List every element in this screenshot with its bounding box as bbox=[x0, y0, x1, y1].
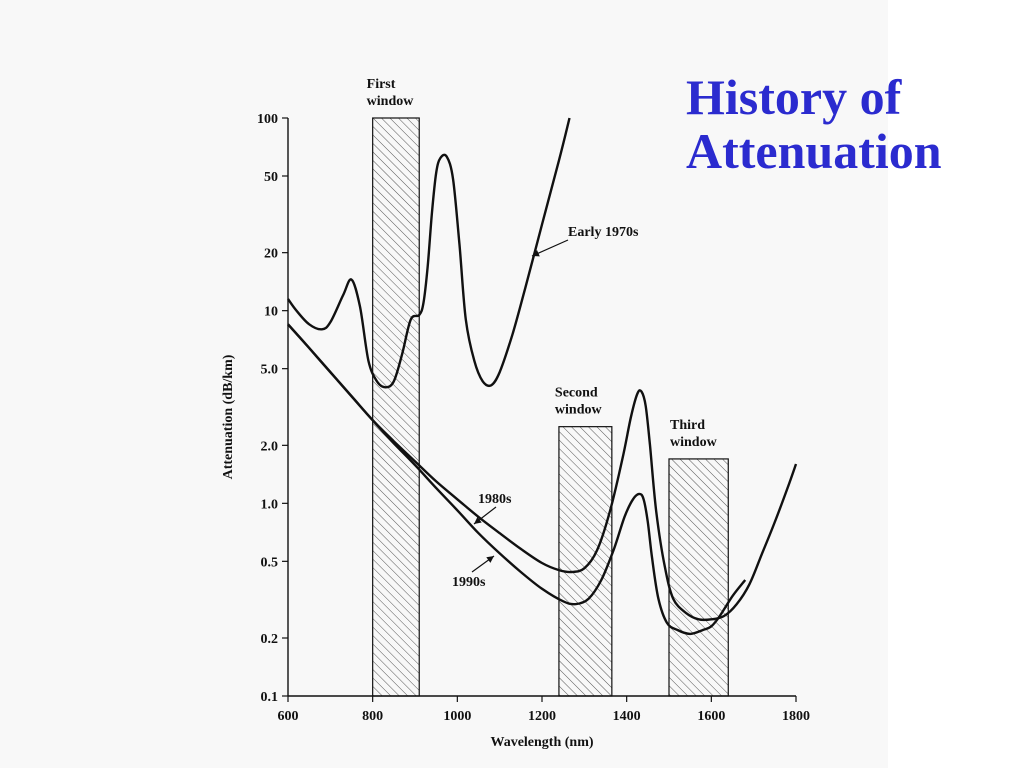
window-label-2-line-2: window bbox=[555, 403, 603, 418]
series-arrowhead-early-1970s bbox=[532, 250, 540, 257]
window-label-1-line-2: window bbox=[367, 94, 415, 109]
slide-title: History of Attenuation bbox=[686, 70, 942, 178]
x-tick-label-600: 600 bbox=[278, 709, 299, 724]
slide-title-line-2: Attenuation bbox=[686, 123, 942, 179]
y-tick-label-2: 2.0 bbox=[261, 439, 279, 454]
y-tick-label-1: 1.0 bbox=[261, 497, 279, 512]
x-tick-label-800: 800 bbox=[362, 709, 383, 724]
window-label-3-line-2: window bbox=[670, 435, 718, 450]
window-label-1-line-1: First bbox=[367, 77, 396, 92]
y-tick-label-0.2: 0.2 bbox=[261, 632, 279, 647]
chart-panel bbox=[0, 0, 888, 768]
y-tick-label-20: 20 bbox=[264, 247, 278, 262]
y-tick-label-10: 10 bbox=[264, 305, 278, 320]
series-line-1990s bbox=[287, 323, 747, 636]
x-tick-label-1600: 1600 bbox=[697, 709, 725, 724]
series-arrowhead-1990s bbox=[486, 556, 494, 563]
y-tick-label-0.1: 0.1 bbox=[261, 690, 279, 705]
y-axis-label: Attenuation (dB/km) bbox=[221, 354, 236, 479]
series-arrowhead-1980s bbox=[474, 517, 482, 524]
window-label-2-line-1: Second bbox=[555, 386, 598, 401]
series-label-early-1970s: Early 1970s bbox=[568, 225, 639, 240]
window-band-2 bbox=[558, 426, 613, 697]
series-line-early-1970s bbox=[287, 117, 571, 389]
x-tick-label-1400: 1400 bbox=[613, 709, 641, 724]
window-band-3 bbox=[668, 458, 729, 697]
x-tick-label-1800: 1800 bbox=[782, 709, 810, 724]
x-tick-label-1200: 1200 bbox=[528, 709, 556, 724]
window-label-3-line-1: Third bbox=[670, 418, 705, 433]
y-tick-label-50: 50 bbox=[264, 170, 278, 185]
attenuation-chart: 600 800 1000 1200 1400 1600 1800 0.1 0.2 0.5 1.0 2.… bbox=[221, 77, 810, 750]
series-label-1980s: 1980s bbox=[478, 492, 512, 507]
y-tick-label-100: 100 bbox=[257, 112, 278, 127]
y-tick-label-0.5: 0.5 bbox=[261, 555, 279, 570]
x-axis-label: Wavelength (nm) bbox=[490, 735, 593, 750]
x-tick-label-1000: 1000 bbox=[443, 709, 471, 724]
slide-title-line-1: History of bbox=[686, 69, 902, 125]
series-line-1980s bbox=[287, 323, 798, 622]
y-tick-label-5: 5.0 bbox=[261, 363, 279, 378]
window-band-1 bbox=[372, 117, 420, 697]
series-label-1990s: 1990s bbox=[452, 575, 486, 590]
